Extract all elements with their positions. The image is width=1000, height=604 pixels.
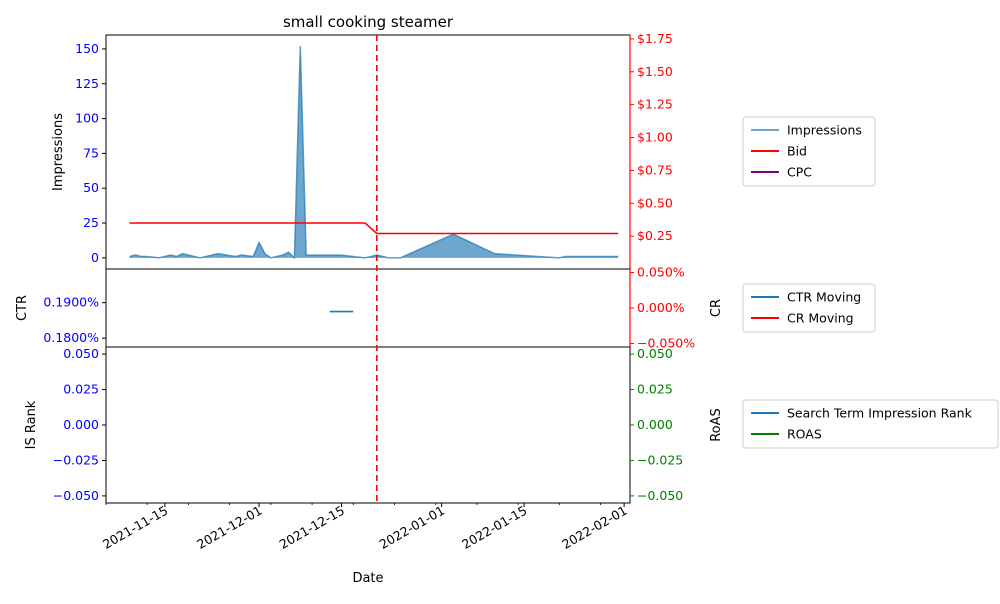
legend-bottom: Search Term Impression Rank ROAS (742, 399, 999, 449)
left-tick-label: −0.025 (53, 452, 99, 467)
left-tick-label: 75 (83, 145, 99, 160)
left-tick-label: 0.050 (63, 346, 99, 361)
left-tick-label: 150 (75, 41, 99, 56)
right-tick-label: $1.25 (637, 97, 673, 112)
legend-label: Bid (787, 144, 807, 159)
right-tick-label: 0.000 (637, 417, 673, 432)
legend-label: Search Term Impression Rank (787, 406, 973, 421)
right-axis-label: RoAS (709, 408, 724, 442)
left-axis-label: IS Rank (24, 400, 39, 449)
left-axis-label: Impressions (51, 113, 66, 191)
left-tick-label: 125 (75, 76, 99, 91)
panel-middle: 0.1800% 0.1900% −0.050% 0.000% 0.050% CTR CR (15, 265, 724, 351)
left-tick-label: 0.1900% (43, 295, 99, 310)
right-tick-label: 0.050 (637, 346, 673, 361)
x-axis-label: Date (352, 571, 383, 586)
legend-label: CPC (787, 165, 812, 180)
right-tick-label: $1.50 (637, 64, 673, 79)
left-tick-label: 0.000 (63, 417, 99, 432)
legend-label: CR Moving (787, 311, 854, 326)
left-tick-label: 0 (91, 250, 99, 265)
right-tick-label: 0.025 (637, 382, 673, 397)
left-tick-label: 0.025 (63, 382, 99, 397)
left-axis-label: CTR (15, 295, 30, 321)
right-tick-label: $0.75 (637, 162, 673, 177)
right-tick-label: 0.050% (637, 265, 685, 280)
legend-top: Impressions Bid CPC (742, 116, 876, 187)
right-tick-label: −0.050% (637, 335, 695, 350)
legend-label: Impressions (787, 123, 862, 138)
right-tick-label: 0.000% (637, 300, 685, 315)
right-tick-label: $1.00 (637, 130, 673, 145)
chart-title: small cooking steamer (283, 13, 454, 31)
bid-line (129, 222, 619, 235)
legend-box (742, 399, 999, 449)
right-tick-label: −0.050 (637, 488, 683, 503)
legend-middle: CTR Moving CR Moving (742, 283, 876, 333)
left-tick-label: −0.050 (53, 488, 99, 503)
right-tick-label: $1.75 (637, 31, 673, 46)
right-tick-label: −0.025 (637, 452, 683, 467)
left-tick-label: 0.1800% (43, 330, 99, 345)
impressions-line (129, 46, 619, 260)
left-tick-label: 100 (75, 111, 99, 126)
left-tick-label: 50 (83, 180, 99, 195)
legend-label: ROAS (787, 427, 822, 442)
panel-bottom: −0.050 −0.025 0.000 0.025 0.050 −0.050 −0.025 0… (24, 346, 724, 504)
legend-label: CTR Moving (787, 290, 861, 305)
legend-box (742, 116, 876, 187)
panel-top: 0 25 50 75 100 125 150 $0.25 $0.50 $0.75 $1.00 $1.2… (51, 31, 673, 270)
left-tick-label: 25 (83, 215, 99, 230)
right-tick-label: $0.50 (637, 195, 673, 210)
right-tick-label: $0.25 (637, 228, 673, 243)
right-axis-label: CR (709, 299, 724, 317)
